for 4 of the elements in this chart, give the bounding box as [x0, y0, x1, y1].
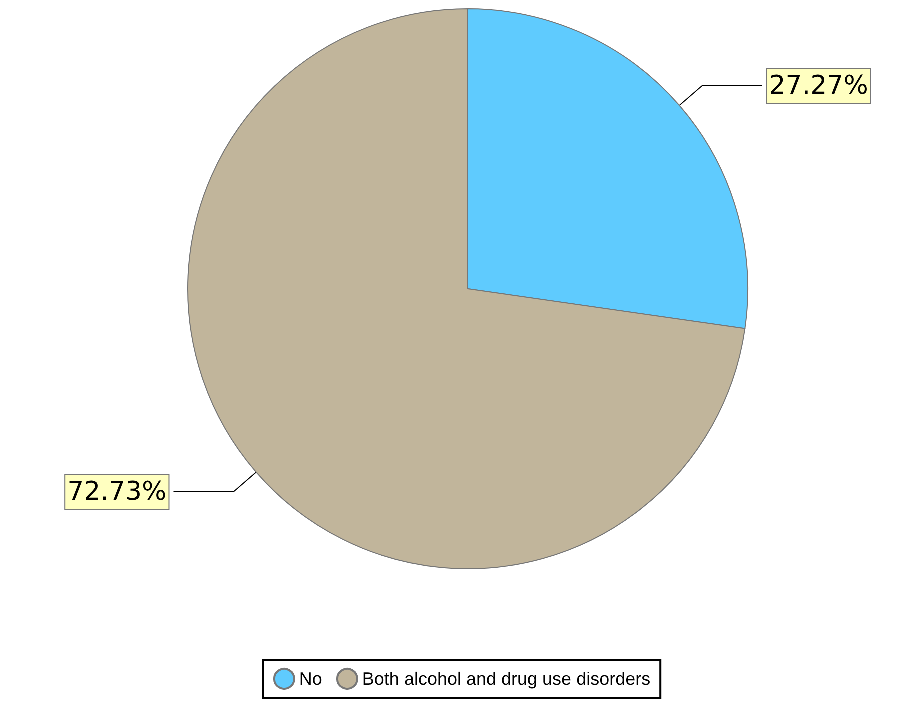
data-label: 27.27%: [769, 70, 868, 101]
data-label: 72.73%: [68, 477, 167, 508]
legend-label: No: [299, 669, 322, 689]
legend-label: Both alcohol and drug use disorders: [362, 669, 651, 689]
